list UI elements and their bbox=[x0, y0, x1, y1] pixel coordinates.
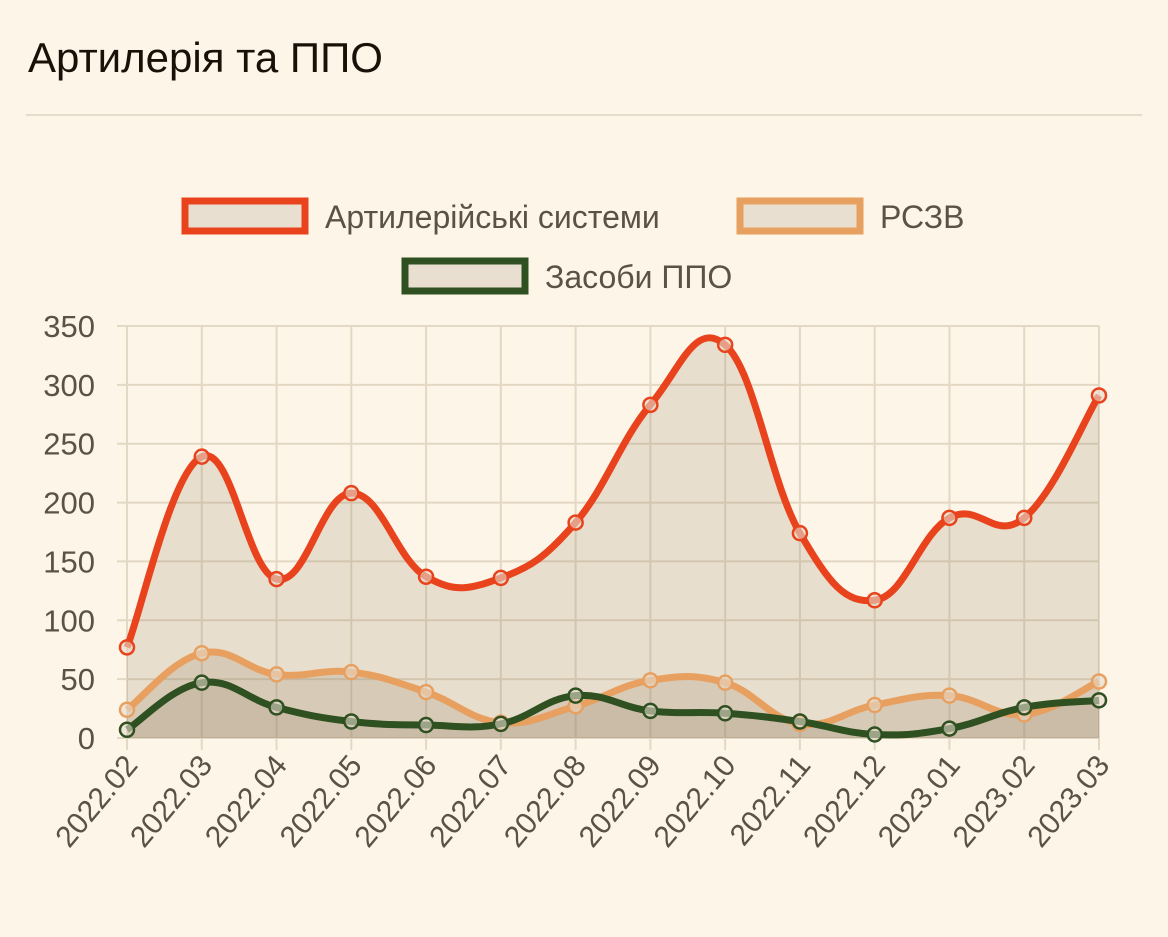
data-point bbox=[193, 644, 211, 662]
data-point bbox=[417, 716, 435, 734]
data-point bbox=[716, 674, 734, 691]
legend-label: РСЗВ bbox=[880, 199, 964, 235]
data-point bbox=[642, 702, 659, 720]
data-point bbox=[567, 687, 584, 704]
data-point bbox=[492, 715, 510, 733]
x-tick-label: 2022.10 bbox=[648, 749, 743, 853]
data-point bbox=[866, 592, 883, 609]
data-point bbox=[1090, 673, 1108, 690]
data-point bbox=[268, 699, 285, 716]
y-tick-label: 100 bbox=[43, 603, 95, 638]
data-point bbox=[642, 672, 659, 689]
data-point bbox=[343, 484, 360, 502]
y-tick-label: 0 bbox=[78, 721, 95, 756]
legend-swatch bbox=[181, 197, 309, 235]
data-point bbox=[118, 701, 136, 718]
data-point bbox=[193, 674, 211, 691]
data-point bbox=[1090, 692, 1108, 709]
data-point bbox=[791, 713, 809, 730]
data-point bbox=[343, 663, 360, 681]
data-point bbox=[118, 639, 136, 656]
data-point bbox=[791, 524, 809, 542]
page-title: Артилерія та ППО bbox=[28, 34, 383, 81]
data-point bbox=[343, 713, 360, 730]
y-tick-label: 250 bbox=[43, 427, 95, 462]
y-tick-label: 150 bbox=[43, 544, 95, 579]
data-point bbox=[1015, 699, 1033, 716]
legend-label: Засоби ППО bbox=[545, 259, 732, 295]
data-point bbox=[1015, 509, 1033, 527]
data-point bbox=[417, 568, 435, 585]
data-point bbox=[118, 721, 136, 739]
data-point bbox=[941, 720, 958, 737]
data-point bbox=[716, 336, 734, 354]
y-tick-label: 200 bbox=[43, 486, 95, 521]
y-tick-label: 300 bbox=[43, 368, 95, 403]
data-point bbox=[268, 570, 285, 588]
data-point bbox=[642, 396, 659, 414]
y-tick-label: 350 bbox=[43, 309, 95, 344]
data-point bbox=[941, 509, 958, 527]
y-tick-label: 50 bbox=[61, 662, 95, 697]
data-point bbox=[567, 514, 584, 531]
data-point bbox=[1090, 387, 1108, 404]
data-point bbox=[417, 683, 435, 701]
data-point bbox=[866, 696, 883, 714]
data-point bbox=[268, 666, 285, 683]
legend-swatch bbox=[401, 257, 529, 295]
series-area bbox=[127, 337, 1099, 738]
data-point bbox=[716, 705, 734, 722]
data-point bbox=[941, 687, 958, 704]
legend-swatch bbox=[736, 197, 864, 235]
data-point bbox=[193, 448, 211, 465]
x-tick-label: 2023.03 bbox=[1021, 749, 1116, 853]
data-point bbox=[492, 569, 510, 587]
data-point bbox=[866, 726, 883, 743]
legend-label: Артилерійські системи bbox=[325, 199, 660, 235]
divider bbox=[26, 114, 1142, 116]
